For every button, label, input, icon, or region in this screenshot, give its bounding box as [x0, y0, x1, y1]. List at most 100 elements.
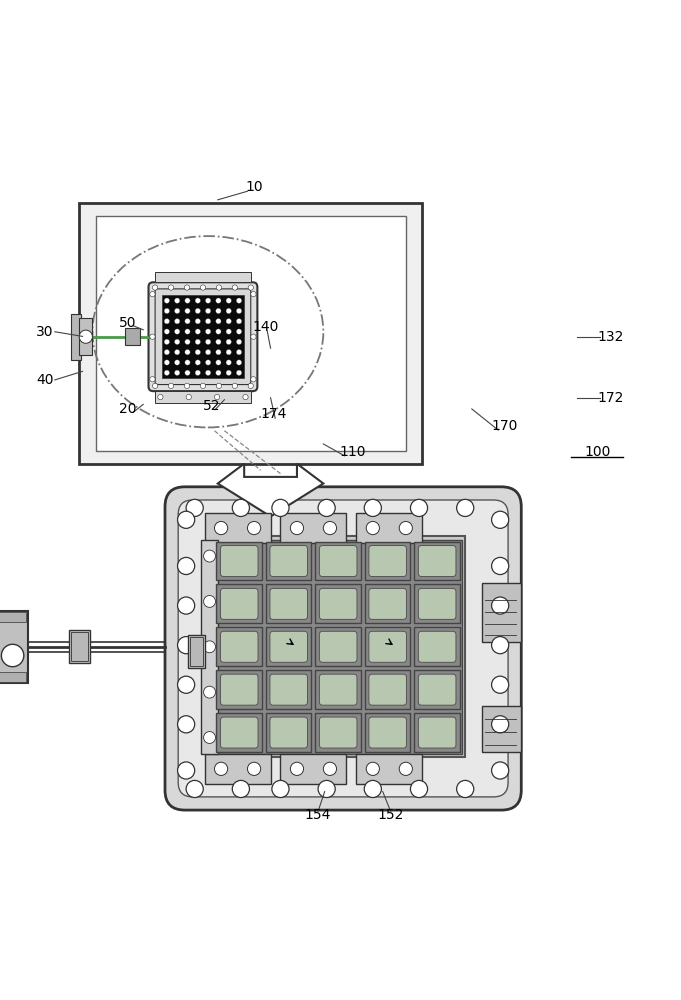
Circle shape [195, 308, 200, 314]
Circle shape [185, 329, 190, 334]
Circle shape [492, 762, 509, 779]
Text: 40: 40 [36, 373, 54, 387]
Bar [415, 627, 460, 666]
Text: 174: 174 [261, 407, 287, 421]
Bar [125, 328, 140, 345]
Circle shape [290, 762, 304, 775]
Circle shape [164, 350, 170, 355]
Bar [365, 584, 411, 623]
Circle shape [150, 334, 155, 339]
Circle shape [195, 360, 200, 365]
Text: 20: 20 [118, 402, 136, 416]
FancyBboxPatch shape [369, 546, 407, 577]
Circle shape [215, 394, 220, 400]
FancyBboxPatch shape [369, 588, 407, 619]
Circle shape [204, 641, 215, 653]
Circle shape [236, 350, 242, 355]
Circle shape [251, 292, 256, 297]
Circle shape [164, 339, 170, 345]
Circle shape [272, 499, 289, 516]
FancyBboxPatch shape [270, 631, 308, 662]
FancyBboxPatch shape [155, 289, 251, 385]
Bar [155, 391, 251, 403]
Text: 110: 110 [340, 445, 366, 459]
FancyBboxPatch shape [369, 717, 407, 748]
FancyBboxPatch shape [148, 282, 257, 391]
FancyBboxPatch shape [221, 717, 258, 748]
Circle shape [492, 511, 509, 528]
Circle shape [236, 298, 242, 303]
Circle shape [318, 499, 335, 516]
FancyBboxPatch shape [369, 674, 407, 705]
Bar [315, 627, 361, 666]
Bar [217, 713, 262, 752]
Circle shape [174, 370, 180, 375]
FancyBboxPatch shape [319, 631, 357, 662]
Circle shape [243, 394, 248, 400]
Circle shape [174, 339, 180, 345]
Bar [155, 272, 251, 282]
Circle shape [178, 557, 195, 575]
Circle shape [236, 308, 242, 314]
Circle shape [216, 298, 221, 303]
Circle shape [226, 339, 232, 345]
Circle shape [236, 360, 242, 365]
Bar [281, 513, 347, 543]
Text: 100: 100 [584, 445, 610, 459]
Circle shape [206, 329, 210, 334]
Circle shape [206, 350, 210, 355]
Bar [266, 627, 311, 666]
Circle shape [411, 499, 428, 516]
Circle shape [217, 285, 221, 290]
Circle shape [399, 762, 413, 775]
Circle shape [204, 550, 215, 562]
Bar [217, 627, 262, 666]
Text: 52: 52 [202, 399, 220, 413]
FancyBboxPatch shape [319, 546, 357, 577]
Circle shape [164, 370, 170, 375]
Circle shape [164, 360, 170, 365]
Bar [415, 670, 460, 709]
Bar [188, 635, 204, 668]
Bar [204, 754, 270, 784]
Circle shape [204, 686, 215, 698]
Circle shape [236, 329, 242, 334]
Circle shape [185, 298, 190, 303]
Circle shape [272, 780, 289, 798]
Circle shape [216, 329, 221, 334]
Circle shape [206, 360, 210, 365]
Circle shape [248, 383, 253, 389]
Circle shape [226, 350, 232, 355]
Circle shape [232, 499, 249, 516]
Bar [217, 542, 262, 580]
Circle shape [366, 521, 379, 535]
Circle shape [164, 319, 170, 324]
Circle shape [174, 308, 180, 314]
Bar [79, 318, 93, 355]
Bar [365, 713, 411, 752]
Circle shape [216, 319, 221, 324]
Bar [365, 627, 411, 666]
Circle shape [364, 780, 381, 798]
Circle shape [200, 383, 206, 389]
Bar [211, 536, 465, 757]
Circle shape [185, 360, 190, 365]
Circle shape [457, 499, 474, 516]
Text: 10: 10 [245, 180, 263, 194]
Bar [190, 637, 203, 666]
Circle shape [174, 298, 180, 303]
Bar [217, 584, 262, 623]
Circle shape [366, 762, 379, 775]
FancyBboxPatch shape [221, 631, 258, 662]
FancyBboxPatch shape [418, 631, 456, 662]
Bar [202, 540, 218, 754]
Circle shape [185, 308, 190, 314]
FancyBboxPatch shape [418, 717, 456, 748]
Circle shape [195, 298, 200, 303]
Circle shape [216, 350, 221, 355]
Circle shape [164, 308, 170, 314]
Circle shape [492, 676, 509, 693]
Bar [281, 754, 347, 784]
Circle shape [206, 339, 210, 345]
Circle shape [174, 319, 180, 324]
